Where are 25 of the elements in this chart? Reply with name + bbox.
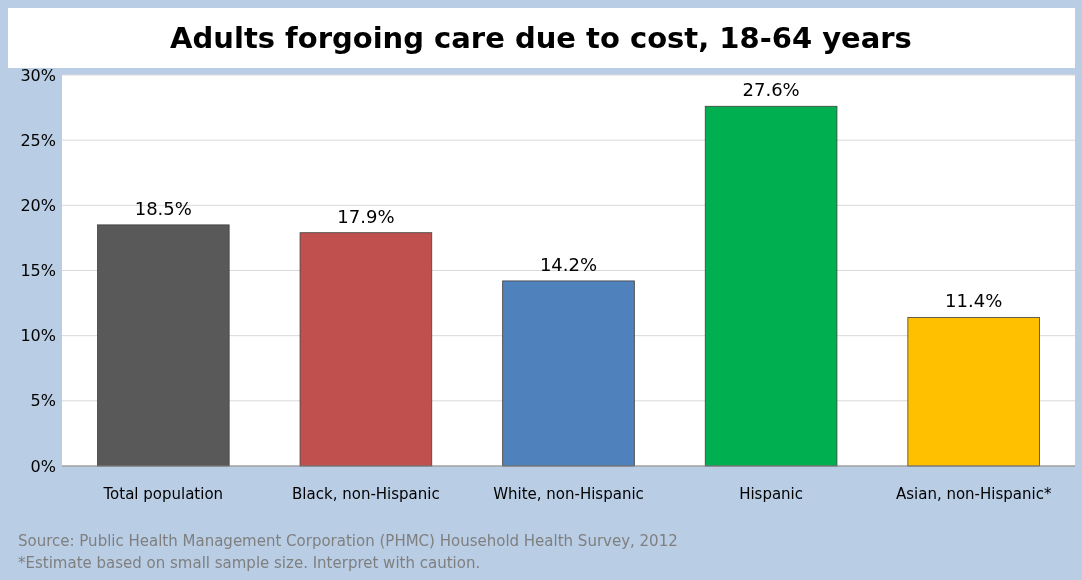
y-tick-label: 0% [30,456,56,476]
x-tick-label: Hispanic [739,485,804,503]
x-tick-label: Asian, non-Hispanic* [895,485,1052,503]
data-label: 14.2% [539,253,598,275]
data-label: 17.9% [337,205,395,227]
data-label: 27.6% [742,79,800,101]
x-tick-label: Total population [102,485,224,503]
y-tick-label: 20% [20,195,56,215]
chart-title: Adults forgoing care due to cost, 18-64 years [170,21,912,55]
bar [907,317,1040,467]
y-tick-label: 25% [20,130,56,150]
bar [97,224,230,467]
bar [704,105,838,467]
y-tick-label: 15% [20,261,56,281]
y-tick-label: 30% [20,65,56,85]
bar [502,280,635,467]
text: *Estimate based on small sample size. Interpret with caution. [18,554,481,572]
x-tick-label: White, non-Hispanic [493,485,644,503]
x-tick-label: Black, non-Hispanic [292,485,440,503]
source-note: Source: Public Health Management Corporation (PHMC) Household Health Survey, 2012 [18,532,678,550]
y-tick-label: 10% [20,326,56,346]
bar [299,232,433,467]
y-tick-label: 5% [30,391,56,411]
data-label: 18.5% [134,197,192,219]
data-label: 11.4% [945,290,1003,312]
